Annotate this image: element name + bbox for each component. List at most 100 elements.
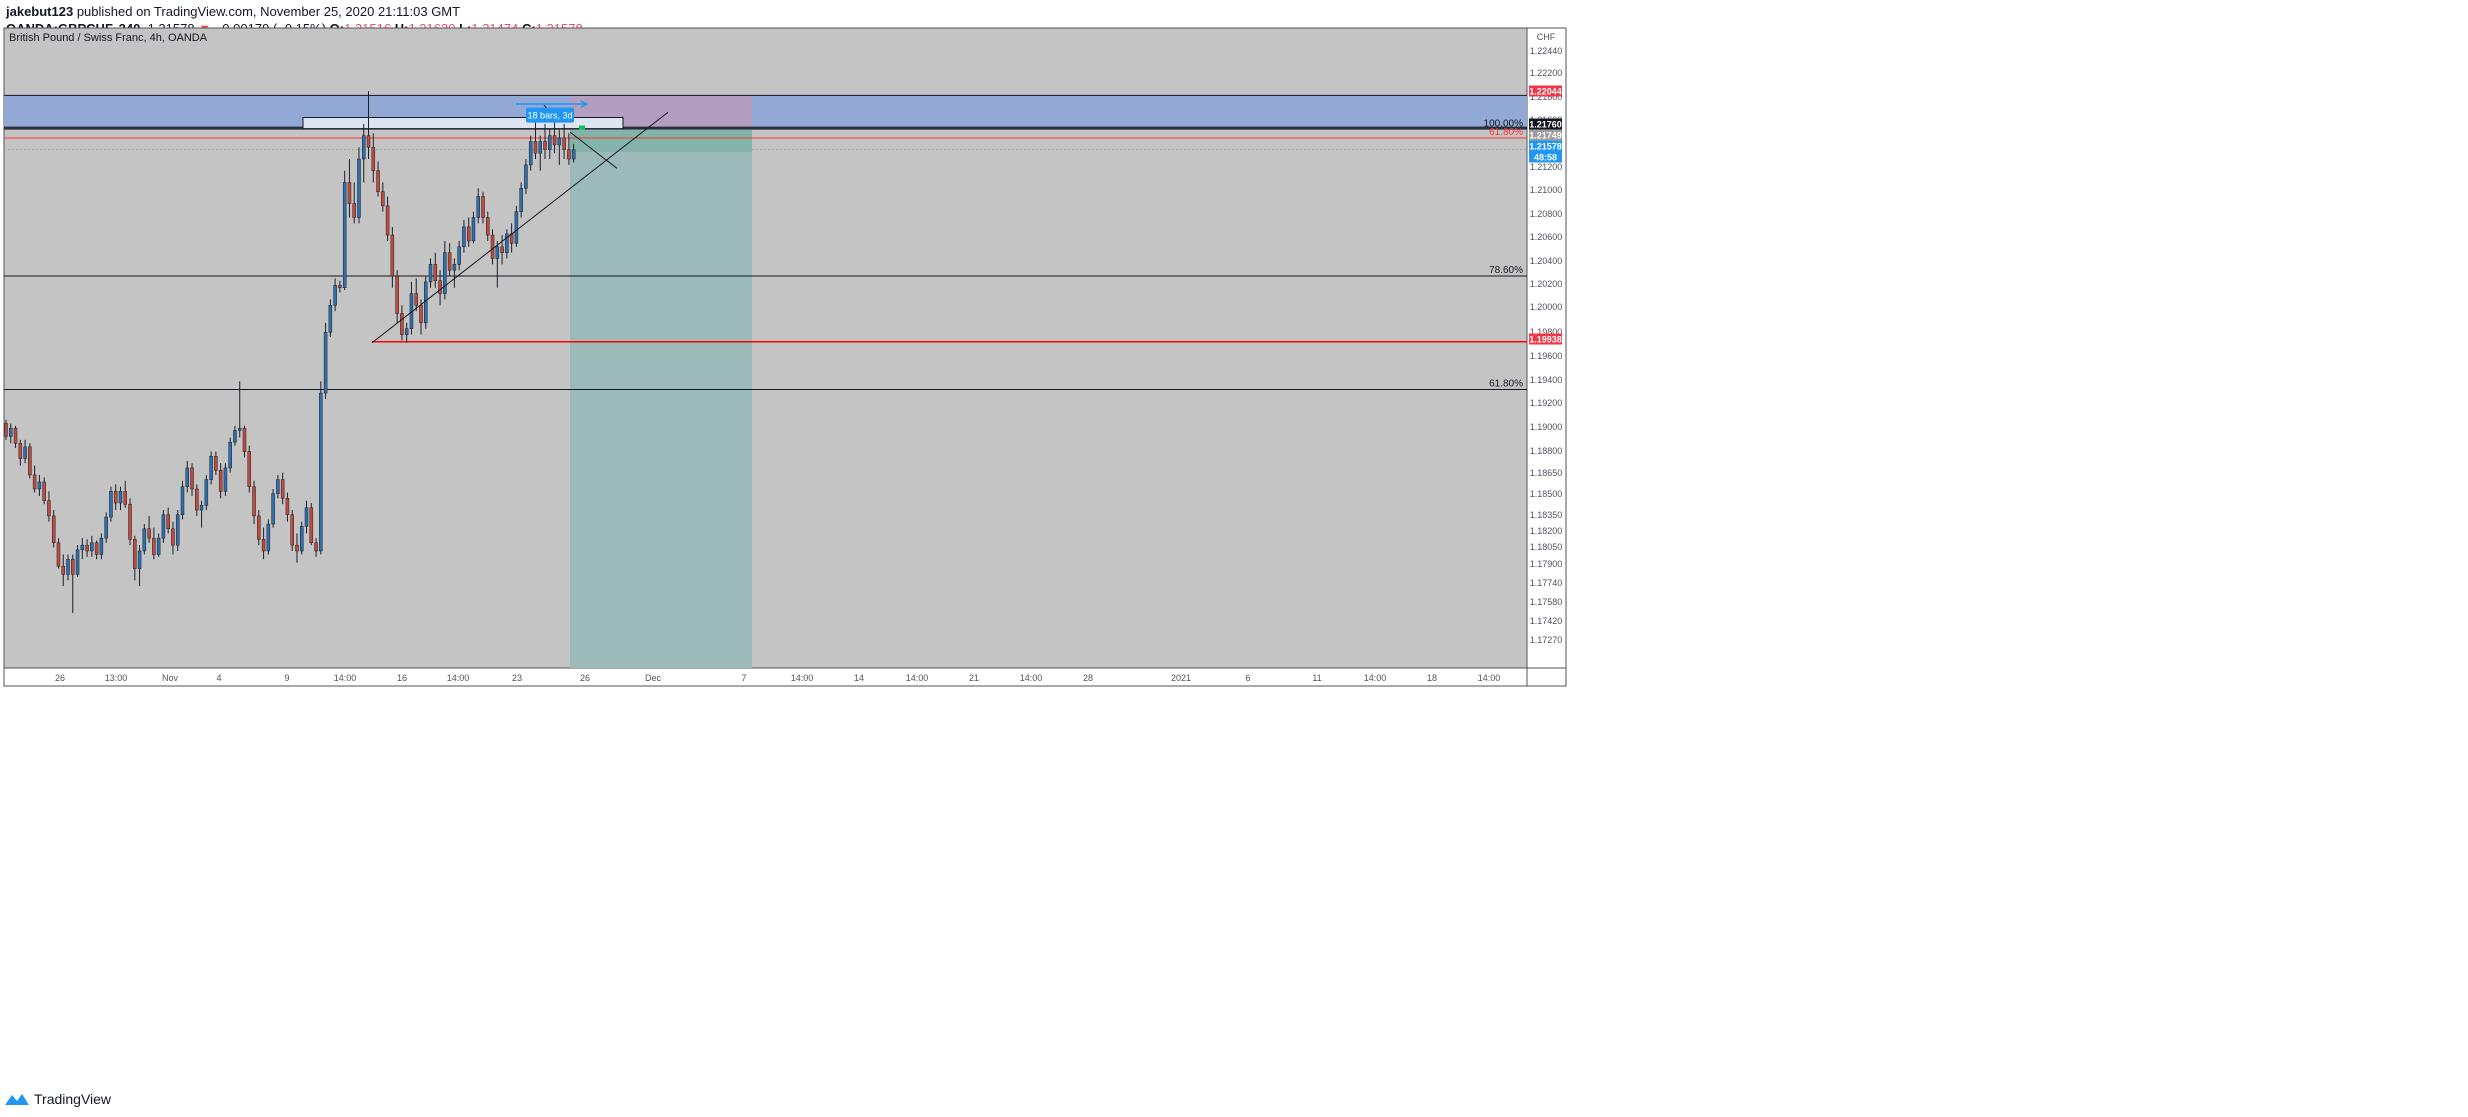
candle-body	[51, 515, 56, 544]
candle-body	[567, 149, 571, 160]
candle-body	[395, 275, 399, 314]
candle-body	[381, 191, 385, 207]
candle-body	[233, 430, 237, 443]
candle-body	[161, 514, 166, 539]
candle-body	[481, 196, 485, 218]
candle-body	[147, 528, 151, 539]
x-tick-label: 14:00	[1020, 673, 1043, 683]
y-tick-label: 1.19400	[1530, 375, 1563, 385]
candle-body	[190, 467, 194, 490]
candle-body	[152, 537, 156, 555]
candle-body	[304, 507, 309, 527]
candle-body	[557, 137, 562, 146]
price-label-bg	[1529, 118, 1562, 130]
x-tick-label: 14:00	[1478, 673, 1501, 683]
candle-body	[342, 182, 347, 288]
candle-body	[99, 537, 104, 555]
candle-body	[495, 246, 500, 259]
y-tick-label: 1.17420	[1530, 616, 1563, 626]
candle-body	[109, 491, 113, 518]
x-tick-label: 7	[741, 673, 746, 683]
candle-body	[390, 234, 395, 277]
price-chart[interactable]: 100.00%61.80%78.60%61.80%18 bars, 3dBrit…	[0, 0, 2468, 1084]
candle-body	[452, 264, 457, 271]
candle-body	[285, 498, 290, 515]
candle-body	[23, 446, 27, 459]
candle-body	[357, 158, 361, 218]
candle-body	[204, 479, 209, 506]
y-tick-label: 1.21200	[1530, 162, 1563, 172]
candle-body	[113, 491, 118, 504]
candle-body	[314, 542, 318, 552]
x-tick-label: 11	[1312, 673, 1321, 683]
chart-title: British Pound / Swiss Franc, 4h, OANDA	[9, 32, 208, 44]
x-tick-label: 14:00	[791, 673, 814, 683]
y-tick-label: 1.20200	[1530, 279, 1563, 289]
y-tick-label: 1.19600	[1530, 351, 1563, 361]
footer-brand[interactable]: TradingView	[34, 1091, 112, 1107]
candle-body	[562, 137, 566, 150]
candle-body	[266, 523, 271, 552]
candle-body	[328, 305, 333, 333]
y-tick-label: 1.17740	[1530, 578, 1563, 588]
candle-body	[290, 514, 294, 546]
x-tick-label: 13:00	[105, 673, 128, 683]
candle-body	[548, 135, 552, 150]
candle-body	[319, 392, 323, 552]
candle-body	[400, 313, 404, 335]
x-tick-label: 23	[512, 673, 522, 683]
candle-body	[61, 565, 65, 575]
candle-body	[123, 491, 127, 505]
candle-body	[32, 474, 37, 490]
candle-body	[419, 305, 423, 324]
x-tick-label: 26	[580, 673, 590, 683]
x-tick-label: 26	[55, 673, 65, 683]
candle-body	[195, 488, 199, 511]
candle-body	[257, 515, 261, 540]
y-tick-label: 1.22200	[1530, 68, 1563, 78]
candle-body	[538, 141, 542, 154]
candle-body	[376, 170, 380, 193]
price-label-bg	[1529, 151, 1562, 163]
candle-body	[571, 149, 576, 160]
y-tick-label: 1.18350	[1530, 510, 1563, 520]
publisher-name[interactable]: jakebut123	[6, 4, 74, 19]
candle-body	[443, 252, 447, 294]
candle-body	[500, 246, 504, 253]
candle-body	[309, 507, 314, 544]
x-tick-label: 16	[397, 673, 407, 683]
x-tick-label: 28	[1083, 673, 1093, 683]
x-tick-label: 4	[216, 673, 221, 683]
candle-body	[362, 135, 366, 160]
projection-line	[569, 131, 618, 169]
x-tick-label: 2021	[1171, 673, 1191, 683]
marker-icon	[579, 125, 585, 130]
published-text: published on TradingView.com, November 2…	[76, 4, 461, 19]
y-tick-label: 1.19800	[1530, 327, 1563, 337]
x-tick-label: 6	[1245, 673, 1250, 683]
candle-body	[514, 211, 519, 244]
y-tick-label: 1.18500	[1530, 489, 1563, 499]
fib-label: 61.80%	[1489, 379, 1523, 390]
price-label-bg	[1529, 129, 1562, 141]
footer: TradingView	[4, 1086, 111, 1112]
candle-body	[128, 503, 132, 540]
candle-body	[438, 280, 442, 294]
fib-label: 78.60%	[1489, 265, 1523, 276]
candle-body	[280, 479, 285, 499]
zone-bottom-line	[4, 126, 1527, 130]
candle-body	[466, 226, 471, 242]
candle-body	[47, 500, 51, 517]
arrow-head-icon	[580, 100, 589, 108]
candle-body	[333, 285, 337, 306]
y-tick-label: 1.20400	[1530, 256, 1563, 266]
y-tick-label: 1.19200	[1530, 398, 1563, 408]
candle-body	[185, 467, 190, 487]
plot-area	[4, 28, 1527, 668]
y-tick-label: 1.21000	[1530, 185, 1563, 195]
candle-body	[218, 470, 223, 492]
candle-body	[142, 528, 147, 552]
candle-body	[299, 526, 304, 552]
currency-label: CHF	[1537, 32, 1556, 42]
candle-body	[80, 544, 85, 551]
